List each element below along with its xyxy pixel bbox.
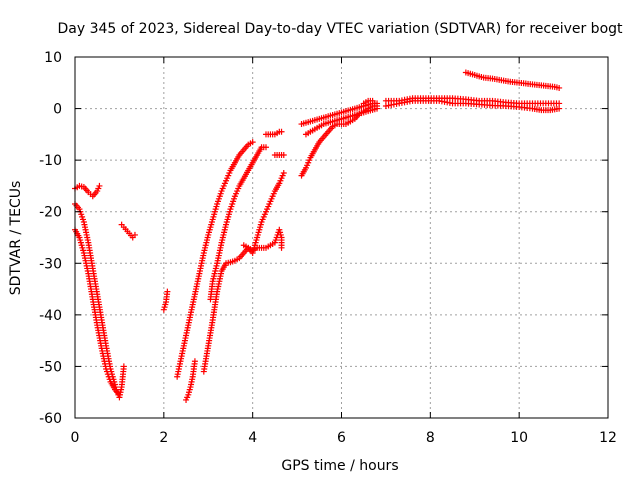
data-point: [96, 182, 103, 189]
series-track-f: [174, 139, 256, 380]
data-point: [120, 363, 127, 370]
data-point: [191, 358, 198, 365]
y-axis-label: SDTVAR / TECUs: [8, 181, 24, 296]
data-point: [280, 170, 287, 177]
data-point: [116, 391, 123, 398]
series-track-h: [200, 226, 285, 375]
axis-ticks: 0 2 4 6 8 10 12 -60 -50 -40 -30 -20 -10 0 10: [39, 50, 617, 446]
x-tick-label: 2: [159, 430, 168, 446]
chart-title: Day 345 of 2023, Sidereal Day-to-day VTE…: [57, 21, 623, 37]
x-tick-label: 4: [248, 430, 257, 446]
x-tick-label: 12: [599, 430, 617, 446]
x-tick-label: 0: [71, 430, 80, 446]
series-track-i: [207, 144, 269, 303]
data-point: [278, 128, 285, 135]
y-tick-label: -10: [39, 153, 62, 169]
data-point: [262, 144, 269, 151]
series-track-e: [160, 288, 171, 313]
y-tick-label: 0: [53, 102, 62, 118]
data-point: [371, 100, 378, 107]
x-tick-label: 6: [337, 430, 346, 446]
data-point: [556, 84, 563, 91]
data-point: [556, 100, 563, 107]
series-track-a: [72, 182, 103, 200]
series-track-p: [360, 97, 378, 107]
data-point: [374, 105, 381, 112]
series-track-g: [183, 358, 198, 403]
data-points: [72, 69, 563, 403]
series-track-b: [72, 200, 127, 401]
data-point: [164, 288, 171, 295]
data-point: [131, 231, 138, 238]
data-point: [249, 139, 256, 146]
x-tick-label: 8: [426, 430, 435, 446]
y-tick-label: -60: [39, 411, 62, 427]
x-axis-label: GPS time / hours: [281, 458, 398, 474]
series-track-d: [118, 221, 138, 241]
x-tick-label: 10: [510, 430, 528, 446]
series-track-n: [298, 102, 381, 179]
data-point: [280, 151, 287, 158]
series-track-o: [302, 105, 381, 138]
y-tick-label: -50: [39, 359, 62, 375]
series-track-l: [271, 151, 287, 158]
y-tick-label: -30: [39, 256, 62, 272]
y-tick-label: -20: [39, 205, 62, 221]
y-tick-label: -40: [39, 308, 62, 324]
data-point: [278, 244, 285, 251]
series-track-c: [72, 226, 123, 398]
series-track-r: [382, 97, 563, 114]
series-track-s: [462, 69, 563, 91]
series-track-j: [240, 170, 287, 256]
y-tick-label: 10: [44, 50, 62, 66]
series-track-k: [262, 128, 285, 138]
data-point: [556, 105, 563, 112]
